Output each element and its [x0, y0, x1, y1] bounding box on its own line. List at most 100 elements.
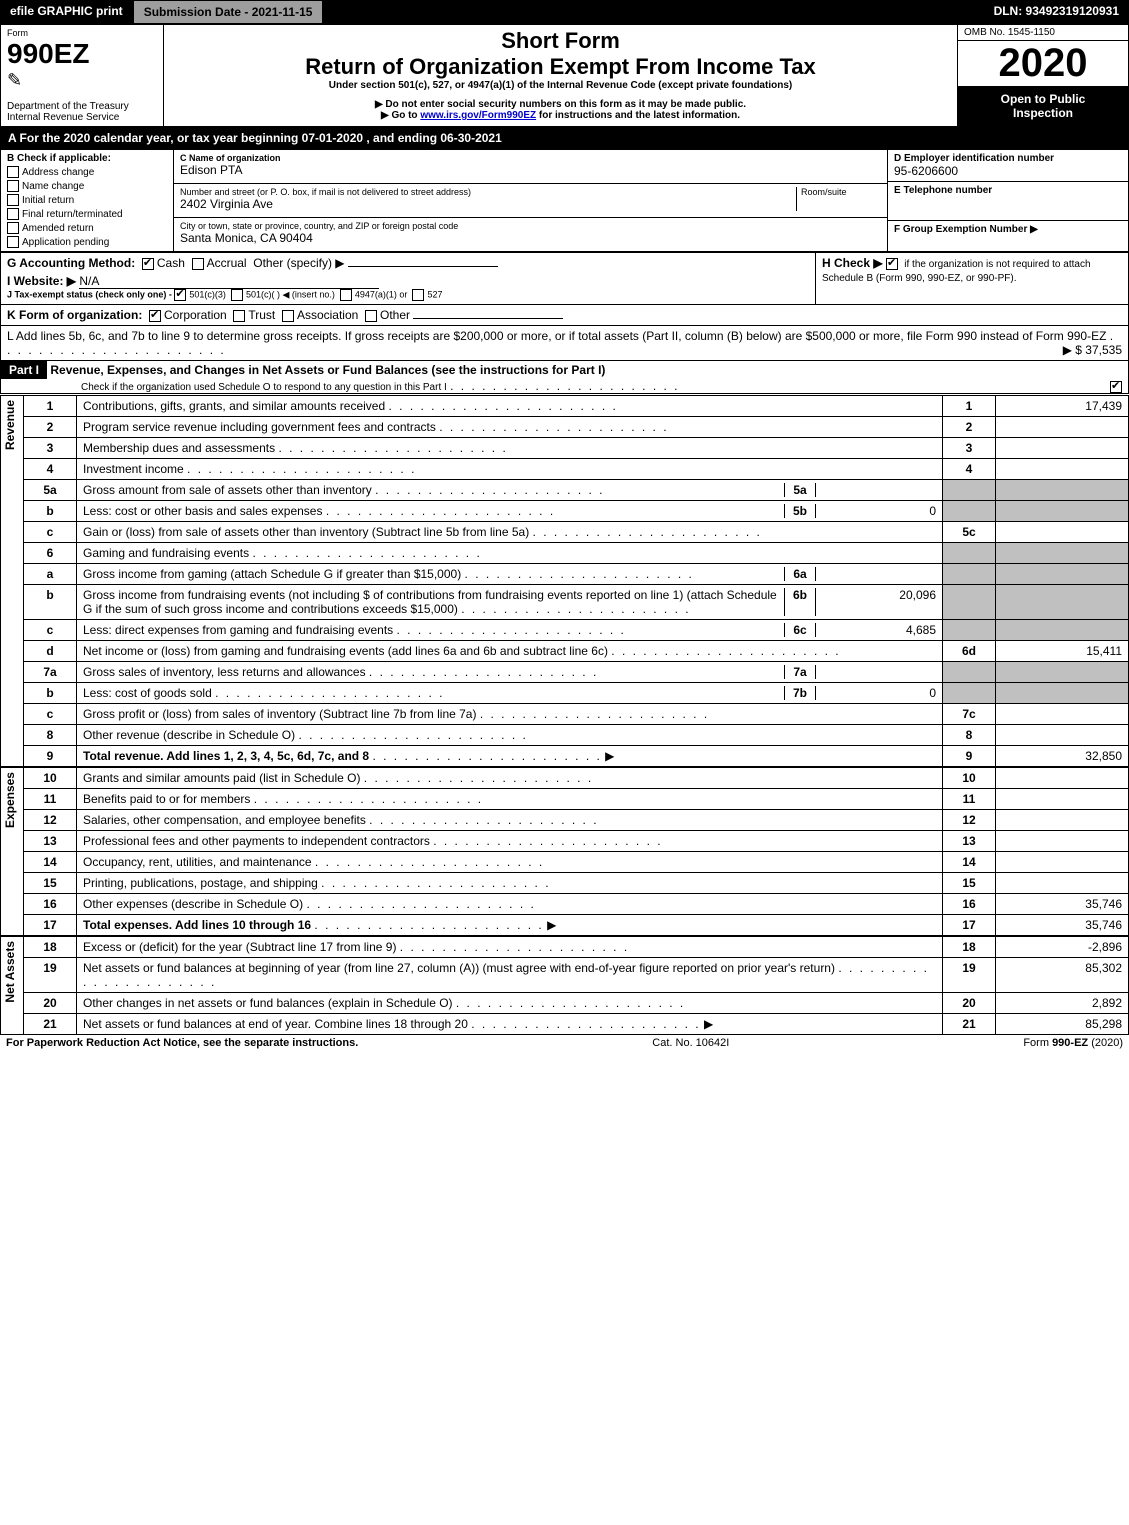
- table-row: 8Other revenue (describe in Schedule O) …: [1, 725, 1129, 746]
- chk-final-label: Final return/terminated: [22, 209, 123, 220]
- line-desc: Grants and similar amounts paid (list in…: [77, 768, 943, 789]
- l-text: L Add lines 5b, 6c, and 7b to line 9 to …: [7, 329, 1106, 343]
- inner-value: 20,096: [816, 588, 936, 616]
- line-code: 13: [943, 831, 996, 852]
- table-row: 17Total expenses. Add lines 10 through 1…: [1, 915, 1129, 936]
- i-label: I Website: ▶: [7, 274, 76, 288]
- instructions-link[interactable]: www.irs.gov/Form990EZ: [420, 110, 536, 121]
- chk-assoc[interactable]: [282, 310, 294, 322]
- line-desc: Salaries, other compensation, and employ…: [77, 810, 943, 831]
- chk-amended-label: Amended return: [22, 223, 94, 234]
- k-assoc: Association: [297, 308, 358, 322]
- table-row: cGain or (loss) from sale of assets othe…: [1, 522, 1129, 543]
- line-desc: Printing, publications, postage, and shi…: [77, 873, 943, 894]
- form-header: Form 990EZ ✎ Department of the Treasury …: [0, 24, 1129, 127]
- line-value: 85,298: [996, 1014, 1129, 1035]
- chk-cash[interactable]: [142, 258, 154, 270]
- line-value: [996, 725, 1129, 746]
- chk-address[interactable]: Address change: [7, 164, 167, 178]
- line-code: 21: [943, 1014, 996, 1035]
- line-value: 85,302: [996, 958, 1129, 993]
- table-row: 13Professional fees and other payments t…: [1, 831, 1129, 852]
- chk-sched-o[interactable]: [1110, 381, 1122, 393]
- chk-name[interactable]: Name change: [7, 178, 167, 192]
- j-4947: 4947(a)(1) or: [355, 289, 408, 299]
- line-value: [996, 662, 1129, 683]
- line-number: 8: [24, 725, 77, 746]
- line-number: 13: [24, 831, 77, 852]
- chk-final[interactable]: Final return/terminated: [7, 206, 167, 220]
- chk-pending-label: Application pending: [22, 237, 109, 248]
- line-code: 17: [943, 915, 996, 936]
- line-number: 7a: [24, 662, 77, 683]
- page-footer: For Paperwork Reduction Act Notice, see …: [0, 1035, 1129, 1051]
- top-bar: efile GRAPHIC print Submission Date - 20…: [0, 0, 1129, 24]
- inner-value: [816, 665, 936, 679]
- line-desc: Other changes in net assets or fund bala…: [77, 993, 943, 1014]
- chk-initial[interactable]: Initial return: [7, 192, 167, 206]
- chk-501c3[interactable]: [174, 289, 186, 301]
- city-label: City or town, state or province, country…: [180, 221, 881, 231]
- form-title: Return of Organization Exempt From Incom…: [170, 54, 951, 80]
- k-corp: Corporation: [164, 308, 227, 322]
- table-row: 4Investment income 4: [1, 459, 1129, 480]
- inner-value: 0: [816, 686, 936, 700]
- table-row: 15Printing, publications, postage, and s…: [1, 873, 1129, 894]
- chk-527[interactable]: [412, 289, 424, 301]
- inner-value: 0: [816, 504, 936, 518]
- tax-year: 2020: [958, 41, 1128, 86]
- table-row: Expenses10Grants and similar amounts pai…: [1, 768, 1129, 789]
- submission-date: Submission Date - 2021-11-15: [133, 0, 324, 24]
- chk-trust[interactable]: [233, 310, 245, 322]
- efile-label: efile GRAPHIC print: [0, 0, 133, 24]
- line-value: [996, 585, 1129, 620]
- table-row: 5aGross amount from sale of assets other…: [1, 480, 1129, 501]
- line-code: 5c: [943, 522, 996, 543]
- line-value: 2,892: [996, 993, 1129, 1014]
- chk-corp[interactable]: [149, 310, 161, 322]
- chk-pending[interactable]: Application pending: [7, 234, 167, 248]
- line-value: [996, 480, 1129, 501]
- line-number: 4: [24, 459, 77, 480]
- other-label: Other (specify) ▶: [253, 256, 344, 270]
- line-value: [996, 417, 1129, 438]
- line-code: 12: [943, 810, 996, 831]
- line-code: [943, 501, 996, 522]
- cash-label: Cash: [157, 256, 185, 270]
- line-code: 20: [943, 993, 996, 1014]
- street: 2402 Virginia Ave: [180, 197, 796, 211]
- table-row: 20Other changes in net assets or fund ba…: [1, 993, 1129, 1014]
- chk-accrual[interactable]: [192, 258, 204, 270]
- chk-4947[interactable]: [340, 289, 352, 301]
- gh-block: G Accounting Method: Cash Accrual Other …: [0, 252, 1129, 305]
- chk-initial-label: Initial return: [22, 195, 74, 206]
- inst-pre: ▶ Go to: [381, 110, 420, 121]
- table-row: 21Net assets or fund balances at end of …: [1, 1014, 1129, 1035]
- line-value: [996, 683, 1129, 704]
- chk-amended[interactable]: Amended return: [7, 220, 167, 234]
- table-row: bLess: cost of goods sold 7b0: [1, 683, 1129, 704]
- line-number: 15: [24, 873, 77, 894]
- form-word: Form: [7, 28, 157, 38]
- j-527: 527: [427, 289, 442, 299]
- line-value: 15,411: [996, 641, 1129, 662]
- line-number: a: [24, 564, 77, 585]
- open-inspection: Open to Public Inspection: [958, 86, 1128, 126]
- room-label: Room/suite: [801, 187, 881, 197]
- identity-block: B Check if applicable: Address change Na…: [0, 149, 1129, 252]
- table-row: dNet income or (loss) from gaming and fu…: [1, 641, 1129, 662]
- open2: Inspection: [964, 106, 1122, 120]
- line-number: 2: [24, 417, 77, 438]
- warn-ssn: ▶ Do not enter social security numbers o…: [170, 99, 951, 110]
- website: N/A: [79, 274, 379, 289]
- inner-code: 6c: [784, 623, 816, 637]
- inner-value: [816, 483, 936, 497]
- line-desc: Less: direct expenses from gaming and fu…: [77, 620, 943, 641]
- chk-501c[interactable]: [231, 289, 243, 301]
- line-number: c: [24, 620, 77, 641]
- chk-sched-b[interactable]: [886, 258, 898, 270]
- side-label: Expenses: [1, 768, 19, 832]
- line-number: b: [24, 501, 77, 522]
- line-desc: Gain or (loss) from sale of assets other…: [77, 522, 943, 543]
- chk-other[interactable]: [365, 310, 377, 322]
